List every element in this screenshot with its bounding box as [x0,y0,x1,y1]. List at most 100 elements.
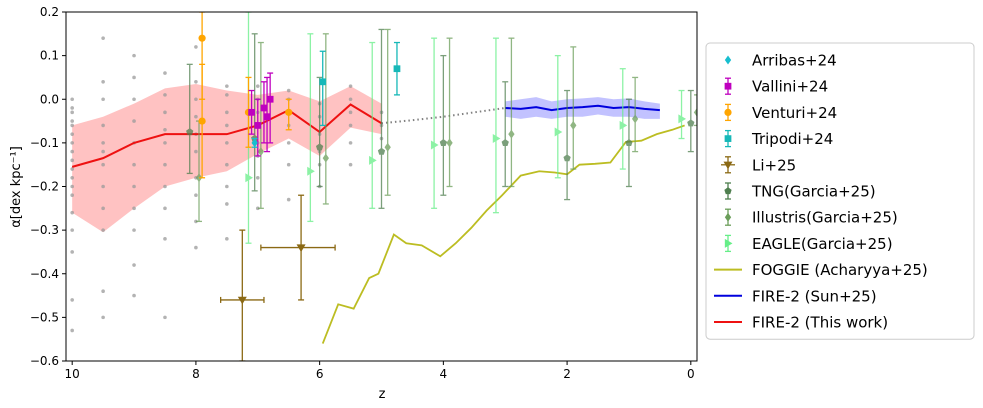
tng-garcia-25-point [439,54,448,196]
galaxy-dot [70,228,74,232]
tng-garcia-25-marker [315,143,324,151]
vallini-24-marker [248,108,255,116]
galaxy-dot [70,119,74,123]
eagle-garcia-25-point [307,33,315,223]
tng-garcia-25-marker [563,154,571,162]
galaxy-dot [163,315,167,320]
illustris-garcia-25-marker [195,173,203,183]
galaxy-dot [132,293,136,298]
x-tick-label: 6 [316,367,324,381]
galaxy-dot [70,298,74,302]
vallini-24-marker [263,113,271,121]
illustris-garcia-25-marker [693,107,697,117]
galaxy-dot [163,110,167,115]
illustris-garcia-25-point [508,37,515,188]
galaxy-dot [194,97,198,102]
illustris-garcia-25-marker [384,142,391,152]
tng-garcia-25-point [377,28,386,209]
legend-label: EAGLE(Garcia+25) [752,235,893,253]
vallini-24-point [260,81,268,144]
galaxy-dot [286,88,291,93]
illustris-garcia-25-marker [631,114,639,124]
eagle-garcia-25-marker [619,120,628,130]
vallini-24-marker [254,122,262,129]
y-tick-label: −0.4 [30,267,59,281]
galaxy-dot [225,184,229,189]
eagle-garcia-25-point [678,89,687,140]
galaxy-dot [225,123,229,128]
legend-entry: Tripodi+24 [724,129,833,148]
legend-marker [724,187,732,195]
legend-label: FIRE-2 (This work) [752,314,888,332]
tripodi-24-point [393,41,401,96]
tng-garcia-25-marker [377,147,386,155]
eagle-garcia-25-point [554,54,563,179]
galaxy-dot [163,162,167,167]
legend-entry: FIRE-2 (Sun+25) [714,287,877,305]
galaxy-dot [101,36,105,40]
axes: 10 8 6 4 2 0 −0.6 −0.5 −0.4 −0.3 −0.2 −0.1 0.0 0.1 0.2 [30,5,698,381]
galaxy-dot [163,184,167,189]
illustris-garcia-25-marker [322,153,329,163]
legend-entry: Illustris(Garcia+25) [724,208,898,227]
y-tick-label: 0.2 [40,5,59,19]
galaxy-dot [132,162,136,167]
illustris-garcia-25-marker [508,129,515,139]
legend-label: Illustris(Garcia+25) [752,209,898,227]
venturi-24-marker [285,108,293,116]
x-tick-label: 2 [563,367,571,381]
illustris-garcia-25-marker [257,147,265,157]
galaxy-dot [132,263,136,267]
eagle-garcia-25-marker [678,114,687,124]
galaxy-dot [101,184,105,189]
venturi-24-point [198,63,206,179]
galaxy-dot [70,193,74,198]
legend-entry: FIRE-2 (This work) [714,314,888,332]
illustris-garcia-25-point [322,33,329,205]
galaxy-dot [70,250,74,254]
galaxy-dot [101,315,105,320]
illustris-garcia-25-point [570,46,577,170]
galaxy-dot [225,202,229,206]
illustris-garcia-25-marker [570,120,577,130]
galaxy-dot [163,206,167,211]
galaxy-dot [70,175,74,180]
vallini-24-point [248,89,255,135]
li-25-marker [237,296,247,305]
legend-marker [724,135,732,142]
vallini-24-marker [266,95,274,103]
eagle-garcia-25-marker [430,140,439,150]
legend-entry: TNG(Garcia+25) [724,182,876,201]
galaxy-dot [70,149,74,154]
legend: Arribas+24 Vallini+24 Venturi+24 Tripodi+24… [705,42,975,340]
venturi-24-marker [198,117,206,125]
galaxy-dot [194,45,198,49]
galaxy-dot [163,93,167,97]
legend-entry: EAGLE(Garcia+25) [724,234,893,253]
legend-label: Tripodi+24 [751,130,833,148]
galaxy-dot [163,237,167,241]
tng-garcia-25-marker [186,128,194,136]
legend-label: FIRE-2 (Sun+25) [752,287,877,305]
vallini-24-point [254,98,262,157]
legend-marker [724,212,732,222]
galaxy-dot [348,123,353,128]
galaxy-dot [101,149,105,154]
tng-garcia-25-point [186,63,194,175]
legend-marker [724,82,732,90]
galaxy-dot [132,184,136,189]
legend-marker [724,55,732,65]
tng-garcia-25-point [563,89,571,201]
galaxy-dot [70,110,74,115]
galaxy-dot [101,80,105,84]
legend-marker [723,161,733,170]
galaxy-dot [348,110,353,115]
li-25-point [220,229,265,361]
galaxy-dot [70,141,74,145]
legend-marker [724,238,733,248]
y-tick-label: 0.0 [40,92,59,106]
y-axis-label: α[dex kpc⁻¹] [9,146,24,228]
galaxy-dot [255,206,260,211]
legend-entry: Arribas+24 [724,52,837,70]
